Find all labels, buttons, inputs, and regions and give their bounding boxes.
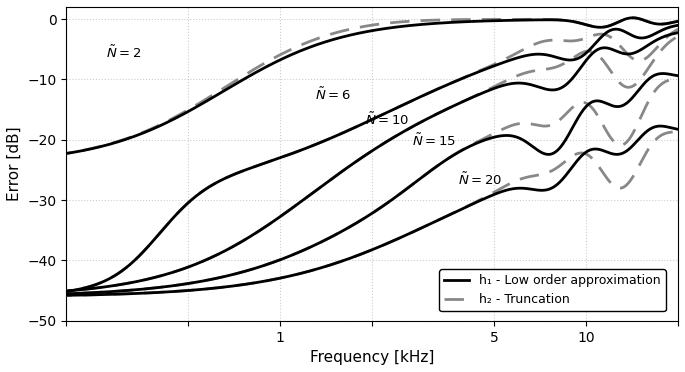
X-axis label: Frequency [kHz]: Frequency [kHz]	[310, 350, 434, 365]
Text: $\tilde{N} = 20$: $\tilde{N} = 20$	[458, 171, 501, 188]
Text: $\tilde{N} = 15$: $\tilde{N} = 15$	[412, 132, 456, 149]
Y-axis label: Error [dB]: Error [dB]	[7, 126, 22, 201]
Legend: h₁ - Low order approximation, h₂ - Truncation: h₁ - Low order approximation, h₂ - Trunc…	[439, 269, 666, 311]
Text: $\tilde{N} = 2$: $\tilde{N} = 2$	[106, 45, 142, 61]
Text: $\tilde{N} = 10$: $\tilde{N} = 10$	[366, 111, 410, 128]
Text: $\tilde{N} = 6$: $\tilde{N} = 6$	[315, 87, 351, 103]
